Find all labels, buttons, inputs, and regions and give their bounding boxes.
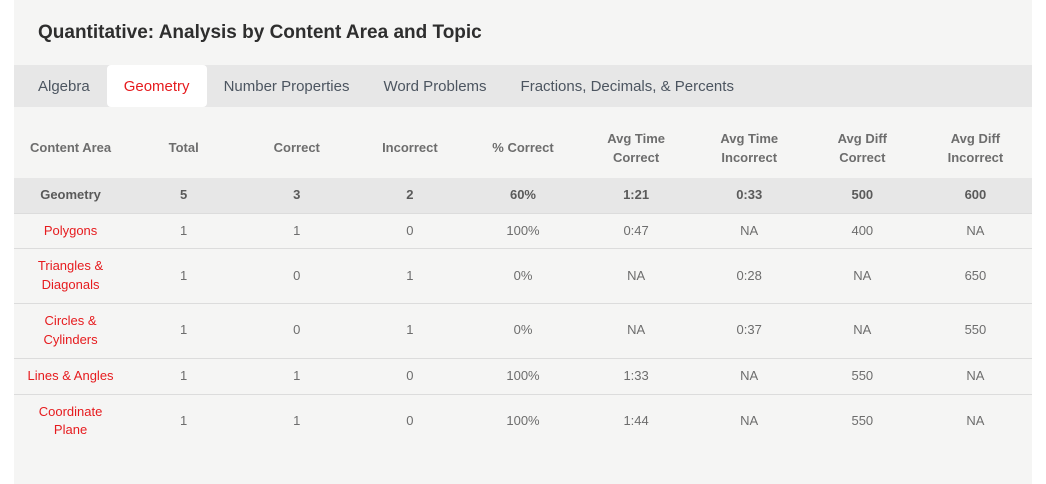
cell-lines-and-angles-incorrect: 0 xyxy=(353,357,467,395)
cell-lines-and-angles-avg-time-incorrect: NA xyxy=(692,357,806,395)
cell-coordinate-plane-incorrect: 0 xyxy=(353,393,467,449)
table-row-polygons: Polygons 1 1 0 100% 0:47 NA 400 NA xyxy=(14,212,1032,249)
cell-coordinate-plane-correct: 100% xyxy=(466,393,580,449)
cell-circles-and-cylinders-correct: 0 xyxy=(240,303,354,359)
cell-triangles-and-diagonals-avg-time-incorrect: 0:28 xyxy=(692,248,806,304)
summary-content-area-label: Geometry xyxy=(14,177,128,214)
content-panel: Quantitative: Analysis by Content Area a… xyxy=(14,0,1032,484)
cell-triangles-and-diagonals-avg-diff-correct: NA xyxy=(805,248,919,304)
cell-polygons-total: 1 xyxy=(127,212,241,249)
cell-geometry-avg-time-incorrect: 0:33 xyxy=(692,177,806,214)
column-header-correct: % Correct xyxy=(492,140,554,156)
cell-geometry-correct: 3 xyxy=(240,177,354,214)
cell-geometry-total: 5 xyxy=(127,177,241,214)
column-header-content-area: Content Area xyxy=(29,140,112,156)
column-header-avg-time-incorrect: Avg Time Incorrect xyxy=(720,131,779,165)
topic-link-polygons[interactable]: Polygons xyxy=(14,212,128,249)
cell-polygons-avg-time-correct: 0:47 xyxy=(579,212,693,249)
cell-circles-and-cylinders-incorrect: 1 xyxy=(353,303,467,359)
cell-geometry-incorrect: 2 xyxy=(353,177,467,214)
cell-lines-and-angles-total: 1 xyxy=(127,357,241,395)
cell-coordinate-plane-avg-diff-incorrect: NA xyxy=(918,393,1032,449)
cell-coordinate-plane-avg-diff-correct: 550 xyxy=(805,393,919,449)
table-row-circles-and-cylinders: Circles & Cylinders 1 0 1 0% NA 0:37 NA 550 xyxy=(14,303,1032,359)
cell-lines-and-angles-avg-diff-incorrect: NA xyxy=(918,357,1032,395)
cell-geometry-avg-time-correct: 1:21 xyxy=(579,177,693,214)
cell-circles-and-cylinders-avg-diff-incorrect: 550 xyxy=(918,303,1032,359)
cell-polygons-incorrect: 0 xyxy=(353,212,467,249)
cell-coordinate-plane-avg-time-correct: 1:44 xyxy=(579,393,693,449)
cell-triangles-and-diagonals-incorrect: 1 xyxy=(353,248,467,304)
table-row-coordinate-plane: Coordinate Plane 1 1 0 100% 1:44 NA 550 NA xyxy=(14,393,1032,449)
cell-triangles-and-diagonals-total: 1 xyxy=(127,248,241,304)
cell-polygons-correct: 100% xyxy=(466,212,580,249)
table-row-triangles-and-diagonals: Triangles & Diagonals 1 0 1 0% NA 0:28 NA 650 xyxy=(14,248,1032,304)
cell-coordinate-plane-total: 1 xyxy=(127,393,241,449)
column-header-avg-diff-incorrect: Avg Diff Incorrect xyxy=(947,131,1004,165)
analysis-table-body: Geometry 5 3 2 60% 1:21 0:33 500 600 Polygons 1 1 0 1… xyxy=(14,177,1032,449)
cell-polygons-avg-diff-correct: 400 xyxy=(805,212,919,249)
header-row: Content Area Total Correct Incorrect % Corre… xyxy=(14,120,1032,178)
column-header-incorrect: Incorrect xyxy=(382,140,438,156)
cell-circles-and-cylinders-correct: 0% xyxy=(466,303,580,359)
cell-polygons-avg-time-incorrect: NA xyxy=(692,212,806,249)
cell-circles-and-cylinders-total: 1 xyxy=(127,303,241,359)
tab-fractions-decimals-and-percents[interactable]: Fractions, Decimals, & Percents xyxy=(520,77,734,95)
table-row-lines-and-angles: Lines & Angles 1 1 0 100% 1:33 NA 550 NA xyxy=(14,357,1032,395)
column-header-total: Total xyxy=(168,140,199,156)
tab-algebra[interactable]: Algebra xyxy=(38,77,90,95)
tab-word-problems[interactable]: Word Problems xyxy=(383,77,487,95)
cell-coordinate-plane-avg-time-incorrect: NA xyxy=(692,393,806,449)
page-title: Quantitative: Analysis by Content Area a… xyxy=(38,22,482,43)
cell-circles-and-cylinders-avg-time-correct: NA xyxy=(579,303,693,359)
cell-lines-and-angles-correct: 1 xyxy=(240,357,354,395)
column-header-avg-time-correct: Avg Time Correct xyxy=(607,131,665,165)
cell-lines-and-angles-avg-time-correct: 1:33 xyxy=(579,357,693,395)
cell-polygons-correct: 1 xyxy=(240,212,354,249)
summary-row-geometry: Geometry 5 3 2 60% 1:21 0:33 500 600 xyxy=(14,177,1032,214)
cell-triangles-and-diagonals-correct: 0% xyxy=(466,248,580,304)
cell-triangles-and-diagonals-avg-time-correct: NA xyxy=(579,248,693,304)
analysis-table-header: Content Area Total Correct Incorrect % Corre… xyxy=(14,120,1032,178)
cell-triangles-and-diagonals-correct: 0 xyxy=(240,248,354,304)
topic-link-coordinate-plane[interactable]: Coordinate Plane xyxy=(14,393,128,449)
cell-circles-and-cylinders-avg-diff-correct: NA xyxy=(805,303,919,359)
cell-coordinate-plane-correct: 1 xyxy=(240,393,354,449)
cell-geometry-avg-diff-correct: 500 xyxy=(805,177,919,214)
cell-lines-and-angles-avg-diff-correct: 550 xyxy=(805,357,919,395)
tab-geometry[interactable]: Geometry xyxy=(106,65,207,107)
cell-polygons-avg-diff-incorrect: NA xyxy=(918,212,1032,249)
topic-link-lines-and-angles[interactable]: Lines & Angles xyxy=(14,357,128,395)
cell-geometry-correct: 60% xyxy=(466,177,580,214)
cell-lines-and-angles-correct: 100% xyxy=(466,357,580,395)
column-header-correct: Correct xyxy=(273,140,320,156)
cell-triangles-and-diagonals-avg-diff-incorrect: 650 xyxy=(918,248,1032,304)
topic-link-circles-and-cylinders[interactable]: Circles & Cylinders xyxy=(14,303,128,359)
tab-number-properties[interactable]: Number Properties xyxy=(223,77,350,95)
content-area-tab-bar: Algebra Geometry Number Properties Word Pro… xyxy=(14,65,1032,107)
analysis-table: Content Area Total Correct Incorrect % Corre… xyxy=(14,120,1032,449)
cell-geometry-avg-diff-incorrect: 600 xyxy=(918,177,1032,214)
column-header-avg-diff-correct: Avg Diff Correct xyxy=(837,131,887,165)
topic-link-triangles-and-diagonals[interactable]: Triangles & Diagonals xyxy=(14,248,128,304)
cell-circles-and-cylinders-avg-time-incorrect: 0:37 xyxy=(692,303,806,359)
